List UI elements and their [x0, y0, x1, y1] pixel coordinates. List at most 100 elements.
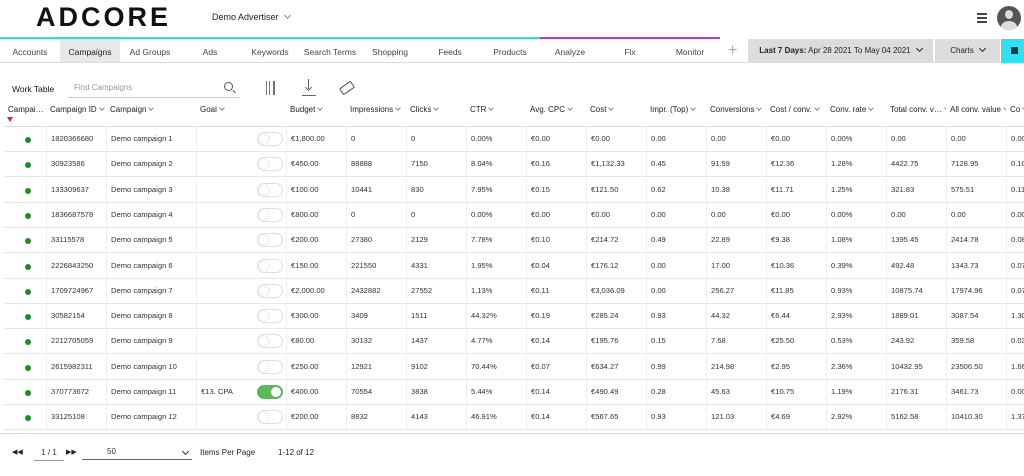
table-cell: 7.95%	[466, 177, 526, 203]
goal-toggle[interactable]	[257, 410, 283, 425]
nav-tab[interactable]: Campaigns	[60, 37, 120, 62]
table-cell: €1,132.33	[586, 152, 646, 178]
table-cell: 214.98	[706, 354, 766, 380]
clear-filters-icon[interactable]	[338, 80, 356, 96]
goal-toggle[interactable]	[257, 334, 283, 349]
goal-toggle[interactable]	[257, 233, 283, 248]
column-header[interactable]: Cost / conv.	[766, 101, 826, 127]
first-page-button[interactable]: ◀◀	[12, 449, 23, 456]
next-page-button[interactable]: ▶▶	[66, 449, 77, 456]
user-avatar[interactable]	[997, 6, 1021, 30]
goal-toggle[interactable]	[257, 309, 283, 324]
nav-tab[interactable]: Fix	[600, 37, 660, 62]
column-header[interactable]: Clicks	[406, 101, 466, 127]
table-cell: 370773672	[46, 380, 106, 405]
table-cell: 10.38	[706, 177, 766, 203]
nav-tab[interactable]: Keywords	[240, 37, 300, 62]
table-cell: 46.91%	[466, 405, 526, 431]
table-cell: 70554	[346, 380, 406, 405]
table-cell: 4422.75	[886, 152, 946, 178]
table-cell: €0.00	[586, 202, 646, 228]
save-button[interactable]	[1001, 39, 1024, 63]
column-header[interactable]: Conv. rate	[826, 101, 886, 127]
table-cell: €0.10	[526, 228, 586, 254]
column-header[interactable]: Conversions	[706, 101, 766, 127]
table-cell: 2226843250	[46, 253, 106, 279]
table-cell	[4, 254, 46, 279]
goal-toggle[interactable]	[257, 157, 283, 172]
goal-toggle[interactable]	[257, 258, 283, 273]
goal-toggle[interactable]	[257, 385, 283, 399]
table-cell: €13. CPA	[196, 380, 286, 405]
column-header[interactable]: Campai…	[4, 101, 46, 127]
table-cell: 2.36%	[826, 354, 886, 380]
table-cell: 1836687578	[46, 202, 106, 228]
status-indicator	[25, 364, 31, 371]
table-cell: 44.32%	[466, 304, 526, 330]
table-cell: €150.00	[286, 253, 346, 279]
nav-tab[interactable]: Analyze	[540, 37, 600, 62]
divider	[0, 433, 1024, 434]
nav-tab[interactable]: Ad Groups	[120, 37, 180, 62]
table-cell: 4.77%	[466, 329, 526, 355]
date-range-button[interactable]: Last 7 Days: Apr 28 2021 To May 04 2021	[748, 39, 933, 63]
search-input[interactable]: Find Campaigns	[68, 78, 240, 98]
table-cell: 0.00	[946, 127, 1006, 152]
goal-toggle[interactable]	[257, 132, 283, 146]
table-cell: 1343.73	[946, 253, 1006, 279]
column-header[interactable]: All conv. value	[946, 101, 1006, 127]
per-page-select[interactable]: 50	[82, 444, 192, 460]
columns-icon[interactable]	[266, 81, 281, 95]
advertiser-select[interactable]: Demo Advertiser	[212, 11, 291, 22]
table-cell: €2.95	[766, 354, 826, 380]
menu-button[interactable]	[977, 13, 987, 23]
add-tab-button[interactable]: +	[728, 42, 738, 59]
table-cell: 7150	[406, 152, 466, 178]
table-cell: €4.69	[766, 405, 826, 431]
column-header[interactable]: Impressions	[346, 101, 406, 127]
nav-tab[interactable]: Feeds	[420, 37, 480, 62]
column-header-label: Impressions	[350, 105, 394, 114]
table-cell: 45.63	[706, 380, 766, 405]
nav-tab[interactable]: Ads	[180, 37, 240, 62]
table-cell: €1,800.00	[286, 127, 346, 152]
table-cell: 88888	[346, 152, 406, 178]
nav-tab[interactable]: Products	[480, 37, 540, 62]
table-cell: 0	[406, 127, 466, 152]
column-header[interactable]: Budget	[286, 101, 346, 127]
table-cell: 2129	[406, 228, 466, 254]
column-header[interactable]: Cost	[586, 101, 646, 127]
table-cell: 1709724967	[46, 278, 106, 304]
column-header[interactable]: CTR	[466, 101, 526, 127]
table-cell: 5162.58	[886, 405, 946, 431]
result-range: 1-12 of 12	[278, 448, 315, 457]
goal-toggle[interactable]	[257, 182, 283, 197]
goal-toggle[interactable]	[257, 359, 283, 374]
table-cell	[196, 354, 286, 380]
table-cell: €0.11	[526, 278, 586, 304]
goal-toggle[interactable]	[257, 283, 283, 298]
nav-tab[interactable]: Monitor	[660, 37, 720, 62]
goal-toggle[interactable]	[257, 207, 283, 222]
table-cell: 7.68	[706, 329, 766, 355]
goal-value: €13. CPA	[201, 387, 233, 396]
table-cell: Demo campaign 2	[106, 152, 196, 178]
column-header[interactable]: Goal	[196, 101, 286, 127]
nav-tab[interactable]: Search Terms	[300, 37, 360, 62]
charts-button[interactable]: Charts	[935, 39, 1000, 63]
nav-tab[interactable]: Accounts	[0, 37, 60, 62]
column-header[interactable]: Campaign ID	[46, 101, 106, 127]
column-header[interactable]: Campaign	[106, 101, 196, 127]
status-indicator	[25, 314, 31, 321]
nav-tab[interactable]: Shopping	[360, 37, 420, 62]
search-icon[interactable]	[224, 82, 233, 91]
column-header[interactable]: Impr. (Top)	[646, 101, 706, 127]
table-cell: 8832	[346, 405, 406, 431]
column-header[interactable]: Total conv. v…	[886, 101, 946, 127]
logo[interactable]: ADCORE	[36, 2, 172, 32]
column-header[interactable]: Co	[1006, 101, 1024, 127]
table-cell: 121.03	[706, 405, 766, 431]
download-icon[interactable]	[302, 79, 316, 96]
table-cell: 0.15	[646, 329, 706, 355]
column-header[interactable]: Avg. CPC	[526, 101, 586, 127]
